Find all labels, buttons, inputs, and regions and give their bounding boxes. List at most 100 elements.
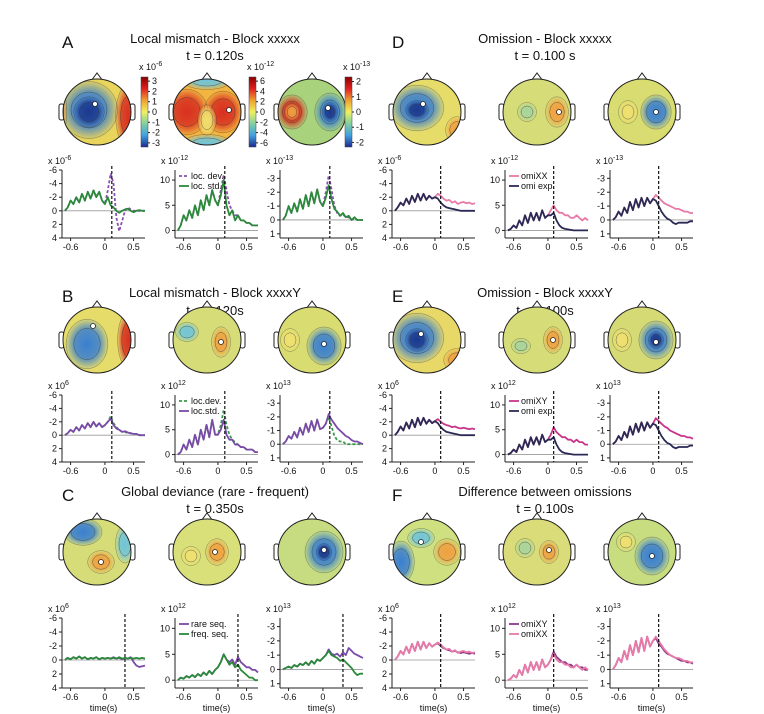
scale-base: x 10 [247, 62, 264, 72]
contour [284, 103, 300, 121]
y-tick-label: 0 [270, 664, 275, 674]
colorbar-tick-label: -2 [152, 128, 160, 138]
scale-exponent: 12 [178, 603, 186, 610]
erp-line [507, 426, 588, 456]
erp-line [507, 653, 589, 681]
y-tick-label: 5 [165, 200, 170, 210]
scalp-outline [607, 518, 677, 586]
scale-exponent: 13 [613, 380, 621, 387]
scale-label: x 106 [378, 380, 399, 391]
y-tick-label: -2 [379, 641, 387, 651]
colorbar-tick-label: 1 [152, 97, 157, 107]
y-tick-label: -1 [597, 650, 605, 660]
contour [621, 104, 635, 120]
x-tick-label: -0.6 [611, 692, 627, 702]
x-tick-label: 0 [545, 692, 550, 702]
scalp-map [173, 79, 241, 145]
scalp-outline [392, 518, 462, 586]
electrode [321, 547, 327, 553]
x-tick-label: 0 [545, 466, 550, 476]
erp-line [282, 184, 363, 221]
scalp-blob [181, 134, 233, 145]
x-axis-label: time(s) [308, 703, 336, 713]
contour [320, 99, 340, 125]
y-tick-label: 0 [165, 675, 170, 685]
legend-label: loc.dev. [191, 396, 221, 406]
scale-exponent: -12 [264, 61, 274, 68]
x-tick-label: 0.5 [127, 242, 140, 252]
x-tick-label: -0.6 [63, 692, 79, 702]
electrode [226, 107, 232, 113]
contour [282, 100, 302, 124]
scale-label: x 10-6 [378, 155, 401, 166]
scalp-blob [443, 348, 461, 372]
colorbar-tick-label: 2 [356, 77, 361, 87]
x-axis-label: time(s) [90, 703, 118, 713]
x-tick-label: 0 [215, 692, 220, 702]
electrode [98, 559, 104, 565]
x-tick-label: -0.6 [176, 692, 192, 702]
y-tick-label: -2 [379, 192, 387, 202]
scale-exponent: -13 [613, 155, 623, 162]
y-tick-label: -6 [49, 165, 57, 175]
contour [511, 338, 531, 354]
contour [205, 538, 229, 566]
scalp-map [608, 519, 676, 585]
scale-label: x 1013 [266, 603, 291, 614]
y-tick-label: 4 [52, 233, 57, 243]
x-tick-label: 0.5 [345, 692, 358, 702]
contour [312, 333, 336, 359]
contour [200, 110, 214, 130]
panel-time: t = 0.120s [186, 48, 244, 63]
contour [304, 530, 344, 574]
panel-letter: E [392, 287, 403, 306]
scalp-outline [502, 78, 572, 146]
scale-label: x 1012 [161, 380, 186, 391]
scale-exponent: -6 [156, 61, 162, 68]
erp-line [507, 433, 588, 456]
panel-letter: C [62, 486, 74, 505]
scalp-outline [172, 518, 242, 586]
scalp-map [278, 79, 346, 145]
y-tick-label: -6 [49, 390, 57, 400]
contour [283, 332, 297, 348]
contour [615, 332, 629, 348]
contour [648, 331, 664, 349]
y-tick-label: -2 [597, 412, 605, 422]
panel-letter: D [392, 33, 404, 52]
contour [640, 94, 672, 130]
contour [179, 325, 195, 339]
contour [619, 535, 633, 549]
x-axis-label: time(s) [533, 703, 561, 713]
scalp-map [503, 307, 571, 373]
x-tick-label: -0.6 [176, 466, 192, 476]
scalp-outline [502, 518, 572, 586]
x-tick-label: -0.6 [281, 692, 297, 702]
scale-base: x 10 [343, 62, 360, 72]
y-tick-label: -2 [49, 641, 57, 651]
scalp-outline [62, 518, 132, 586]
colorbar-tick-label: -1 [356, 122, 364, 132]
y-tick-label: 0 [382, 655, 387, 665]
erp-line [177, 653, 258, 682]
x-tick-label: -0.6 [506, 466, 522, 476]
y-tick-label: -4 [49, 403, 57, 413]
scalp-outline [172, 306, 242, 374]
erp-line [282, 650, 363, 676]
colorbar-tick-label: 0 [356, 107, 361, 117]
x-tick-label: 0.5 [457, 466, 470, 476]
scalp-map [278, 307, 346, 373]
contour [286, 106, 298, 118]
contour [407, 528, 435, 548]
y-tick-label: 0 [600, 664, 605, 674]
contour [181, 546, 201, 566]
scalp-blob [115, 82, 131, 145]
scale-base: x 10 [491, 156, 508, 166]
scale-label: x 1013 [266, 380, 291, 391]
y-tick-label: 0 [600, 439, 605, 449]
scalp-blob [322, 102, 338, 122]
contour [409, 332, 425, 348]
x-axis-label: time(s) [638, 703, 666, 713]
x-tick-label: 0.5 [675, 242, 688, 252]
